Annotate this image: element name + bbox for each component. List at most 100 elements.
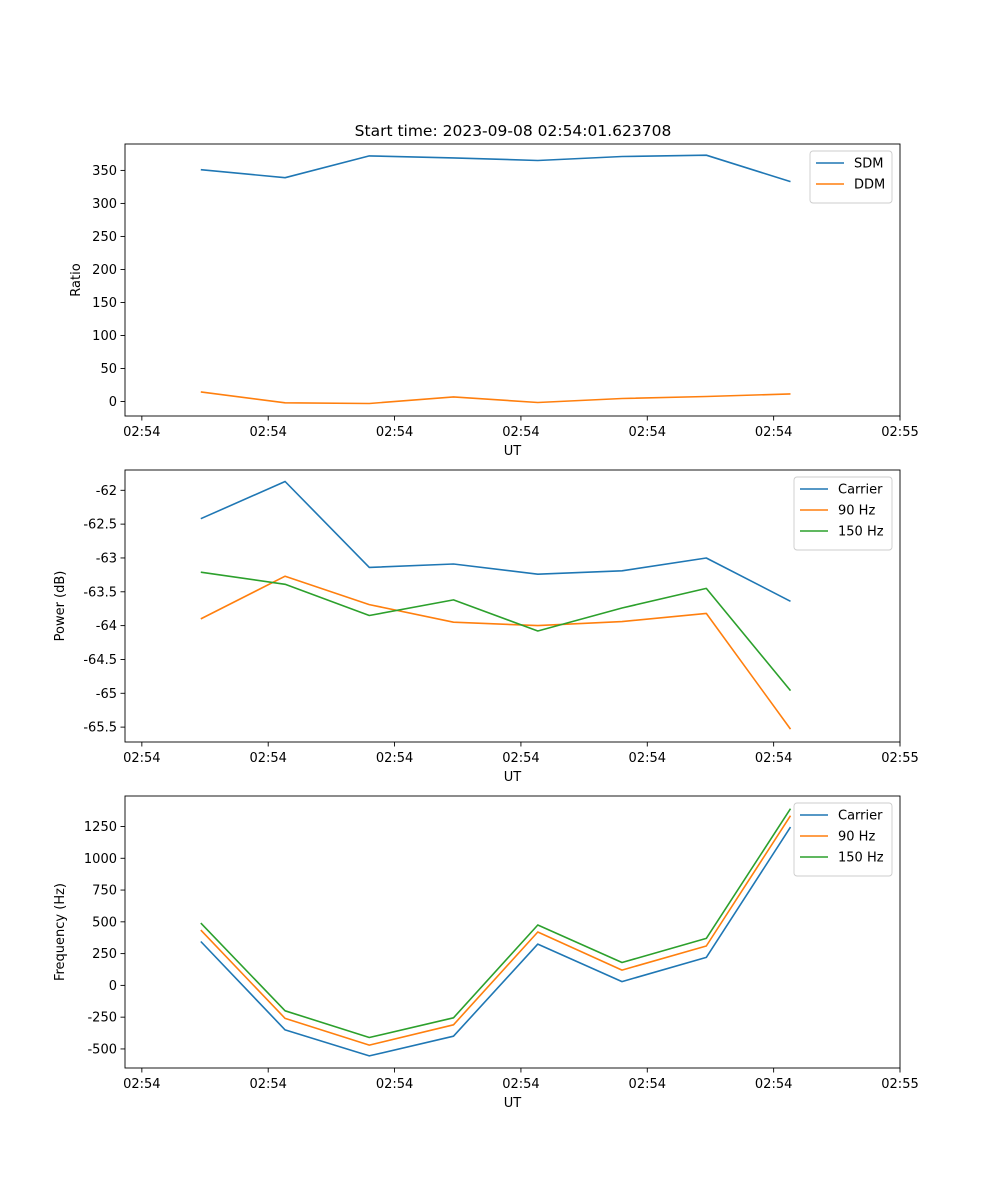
data-point-90-hz bbox=[705, 944, 708, 947]
data-point-150-hz bbox=[284, 1009, 287, 1012]
data-point-sdm bbox=[199, 168, 202, 171]
data-point-150-hz bbox=[621, 961, 624, 964]
data-point-90-hz bbox=[789, 728, 792, 731]
data-point-carrier bbox=[536, 943, 539, 946]
y-tick-label: 0 bbox=[109, 979, 117, 994]
data-point-ddm bbox=[199, 390, 202, 393]
legend-entry-ddm: DDM bbox=[854, 178, 885, 193]
y-tick-label: 100 bbox=[92, 329, 117, 344]
data-point-150-hz bbox=[536, 924, 539, 927]
x-tick-label: 02:55 bbox=[881, 1077, 918, 1092]
data-point-carrier bbox=[621, 980, 624, 983]
y-axis-label: Power (dB) bbox=[53, 571, 68, 642]
data-point-carrier bbox=[199, 940, 202, 943]
data-point-150-hz bbox=[452, 598, 455, 601]
x-tick-label: 02:54 bbox=[249, 1077, 286, 1092]
y-tick-label: -64 bbox=[96, 619, 117, 634]
ratio-panel: 02:54 02:54 02:54 02:54 02:54 02:54 02:55 0 50 10… bbox=[69, 143, 919, 459]
series-line-carrier bbox=[200, 826, 792, 1057]
data-point-150-hz bbox=[368, 1036, 371, 1039]
x-tick-label: 02:54 bbox=[123, 1077, 160, 1092]
data-point-90-hz bbox=[789, 814, 792, 817]
legend: Carrier 90 Hz 150 Hz bbox=[793, 476, 893, 551]
x-tick-label: 02:54 bbox=[502, 751, 539, 766]
data-point-90-hz bbox=[368, 1044, 371, 1047]
series-line-ddm bbox=[200, 391, 791, 405]
x-tick-label: 02:54 bbox=[755, 425, 792, 440]
data-point-carrier bbox=[368, 1054, 371, 1057]
x-tick-label: 02:55 bbox=[881, 751, 918, 766]
data-point-ddm bbox=[621, 397, 624, 400]
data-point-150-hz bbox=[199, 922, 202, 925]
data-point-sdm bbox=[452, 156, 455, 159]
data-point-150-hz bbox=[536, 630, 539, 633]
legend-entry-90-hz: 90 Hz bbox=[838, 504, 875, 519]
legend-entry-150-hz: 150 Hz bbox=[838, 525, 884, 540]
y-tick-label: 300 bbox=[92, 197, 117, 212]
y-tick-label: 0 bbox=[109, 395, 117, 410]
data-point-150-hz bbox=[705, 937, 708, 940]
data-point-150-hz bbox=[705, 587, 708, 590]
data-point-carrier bbox=[789, 826, 792, 829]
legend-entry-150-hz: 150 Hz bbox=[838, 851, 884, 866]
x-tick-label: 02:54 bbox=[755, 751, 792, 766]
y-tick-label: 250 bbox=[92, 947, 117, 962]
y-tick-label: 350 bbox=[92, 164, 117, 179]
data-point-150-hz bbox=[621, 607, 624, 610]
y-tick-label: 250 bbox=[92, 230, 117, 245]
x-tick-label: 02:54 bbox=[249, 425, 286, 440]
x-tick-label: 02:54 bbox=[629, 751, 666, 766]
x-axis-label: UT bbox=[504, 1096, 522, 1111]
data-point-90-hz bbox=[452, 621, 455, 624]
data-point-150-hz bbox=[284, 583, 287, 586]
x-axis-label: UT bbox=[504, 444, 522, 459]
data-point-90-hz bbox=[621, 620, 624, 623]
y-tick-label: 200 bbox=[92, 263, 117, 278]
data-point-150-hz bbox=[789, 689, 792, 692]
data-point-carrier bbox=[536, 573, 539, 576]
y-tick-label: -62 bbox=[96, 484, 117, 499]
y-tick-label: 1250 bbox=[84, 820, 117, 835]
y-tick-label: -63.5 bbox=[83, 585, 117, 600]
x-tick-label: 02:54 bbox=[249, 751, 286, 766]
x-tick-label: 02:54 bbox=[629, 1077, 666, 1092]
y-tick-label: -64.5 bbox=[83, 653, 117, 668]
y-tick-label: 750 bbox=[92, 884, 117, 899]
data-point-carrier bbox=[621, 569, 624, 572]
x-tick-label: 02:54 bbox=[502, 425, 539, 440]
series-line-90-hz bbox=[200, 815, 792, 1046]
data-point-90-hz bbox=[284, 1017, 287, 1020]
series-line-carrier bbox=[200, 480, 791, 603]
x-tick-label: 02:54 bbox=[376, 1077, 413, 1092]
y-tick-label: -63 bbox=[96, 551, 117, 566]
y-tick-label: 500 bbox=[92, 915, 117, 930]
data-point-sdm bbox=[705, 154, 708, 157]
legend: SDM DDM bbox=[809, 150, 893, 204]
data-point-ddm bbox=[536, 401, 539, 404]
series-line-150-hz bbox=[200, 571, 792, 692]
x-axis-label: UT bbox=[504, 770, 522, 785]
data-point-90-hz bbox=[199, 617, 202, 620]
legend-entry-90-hz: 90 Hz bbox=[838, 830, 875, 845]
legend-entry-sdm: SDM bbox=[854, 157, 883, 172]
data-point-sdm bbox=[789, 180, 792, 183]
data-point-90-hz bbox=[536, 931, 539, 934]
power-panel: 02:54 02:54 02:54 02:54 02:54 02:54 02:55 -62 -6… bbox=[53, 469, 919, 785]
data-point-carrier bbox=[452, 563, 455, 566]
x-tick-label: 02:55 bbox=[881, 425, 918, 440]
x-tick-label: 02:54 bbox=[755, 1077, 792, 1092]
data-point-carrier bbox=[199, 517, 202, 520]
data-point-carrier bbox=[789, 600, 792, 603]
data-point-carrier bbox=[452, 1035, 455, 1038]
data-point-90-hz bbox=[536, 624, 539, 627]
data-point-carrier bbox=[284, 1028, 287, 1031]
x-tick-label: 02:54 bbox=[629, 425, 666, 440]
data-point-ddm bbox=[452, 395, 455, 398]
data-point-ddm bbox=[284, 401, 287, 404]
data-point-carrier bbox=[705, 556, 708, 559]
y-axis-label: Ratio bbox=[69, 263, 84, 296]
y-tick-label: -65.5 bbox=[83, 721, 117, 736]
y-tick-label: -500 bbox=[87, 1042, 117, 1057]
y-tick-label: 50 bbox=[100, 362, 117, 377]
x-tick-label: 02:54 bbox=[123, 751, 160, 766]
